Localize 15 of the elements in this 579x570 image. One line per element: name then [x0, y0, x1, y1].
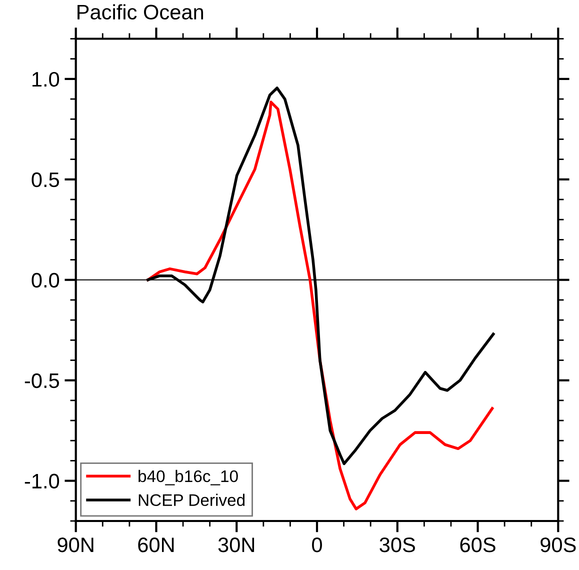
legend-label: NCEP Derived: [138, 494, 245, 506]
x-tick-label: 60S: [460, 538, 496, 552]
x-tick-label: 60N: [138, 538, 174, 552]
legend-label: b40_b16c_10: [138, 470, 238, 486]
y-tick-label: -1.0: [24, 474, 60, 489]
x-tick-label: 30S: [380, 538, 415, 552]
x-tick-label: 90S: [540, 538, 576, 552]
y-tick-label: -0.5: [24, 373, 60, 388]
y-tick-label: 0.0: [32, 272, 60, 288]
chart-title: Pacific Ocean: [78, 4, 204, 20]
y-tick-label: 1.0: [32, 72, 60, 87]
y-tick-label: 0.5: [32, 172, 60, 188]
x-tick-label: 30N: [218, 538, 254, 552]
x-tick-label: 90N: [58, 538, 94, 552]
x-tick-label: 0: [312, 538, 322, 552]
